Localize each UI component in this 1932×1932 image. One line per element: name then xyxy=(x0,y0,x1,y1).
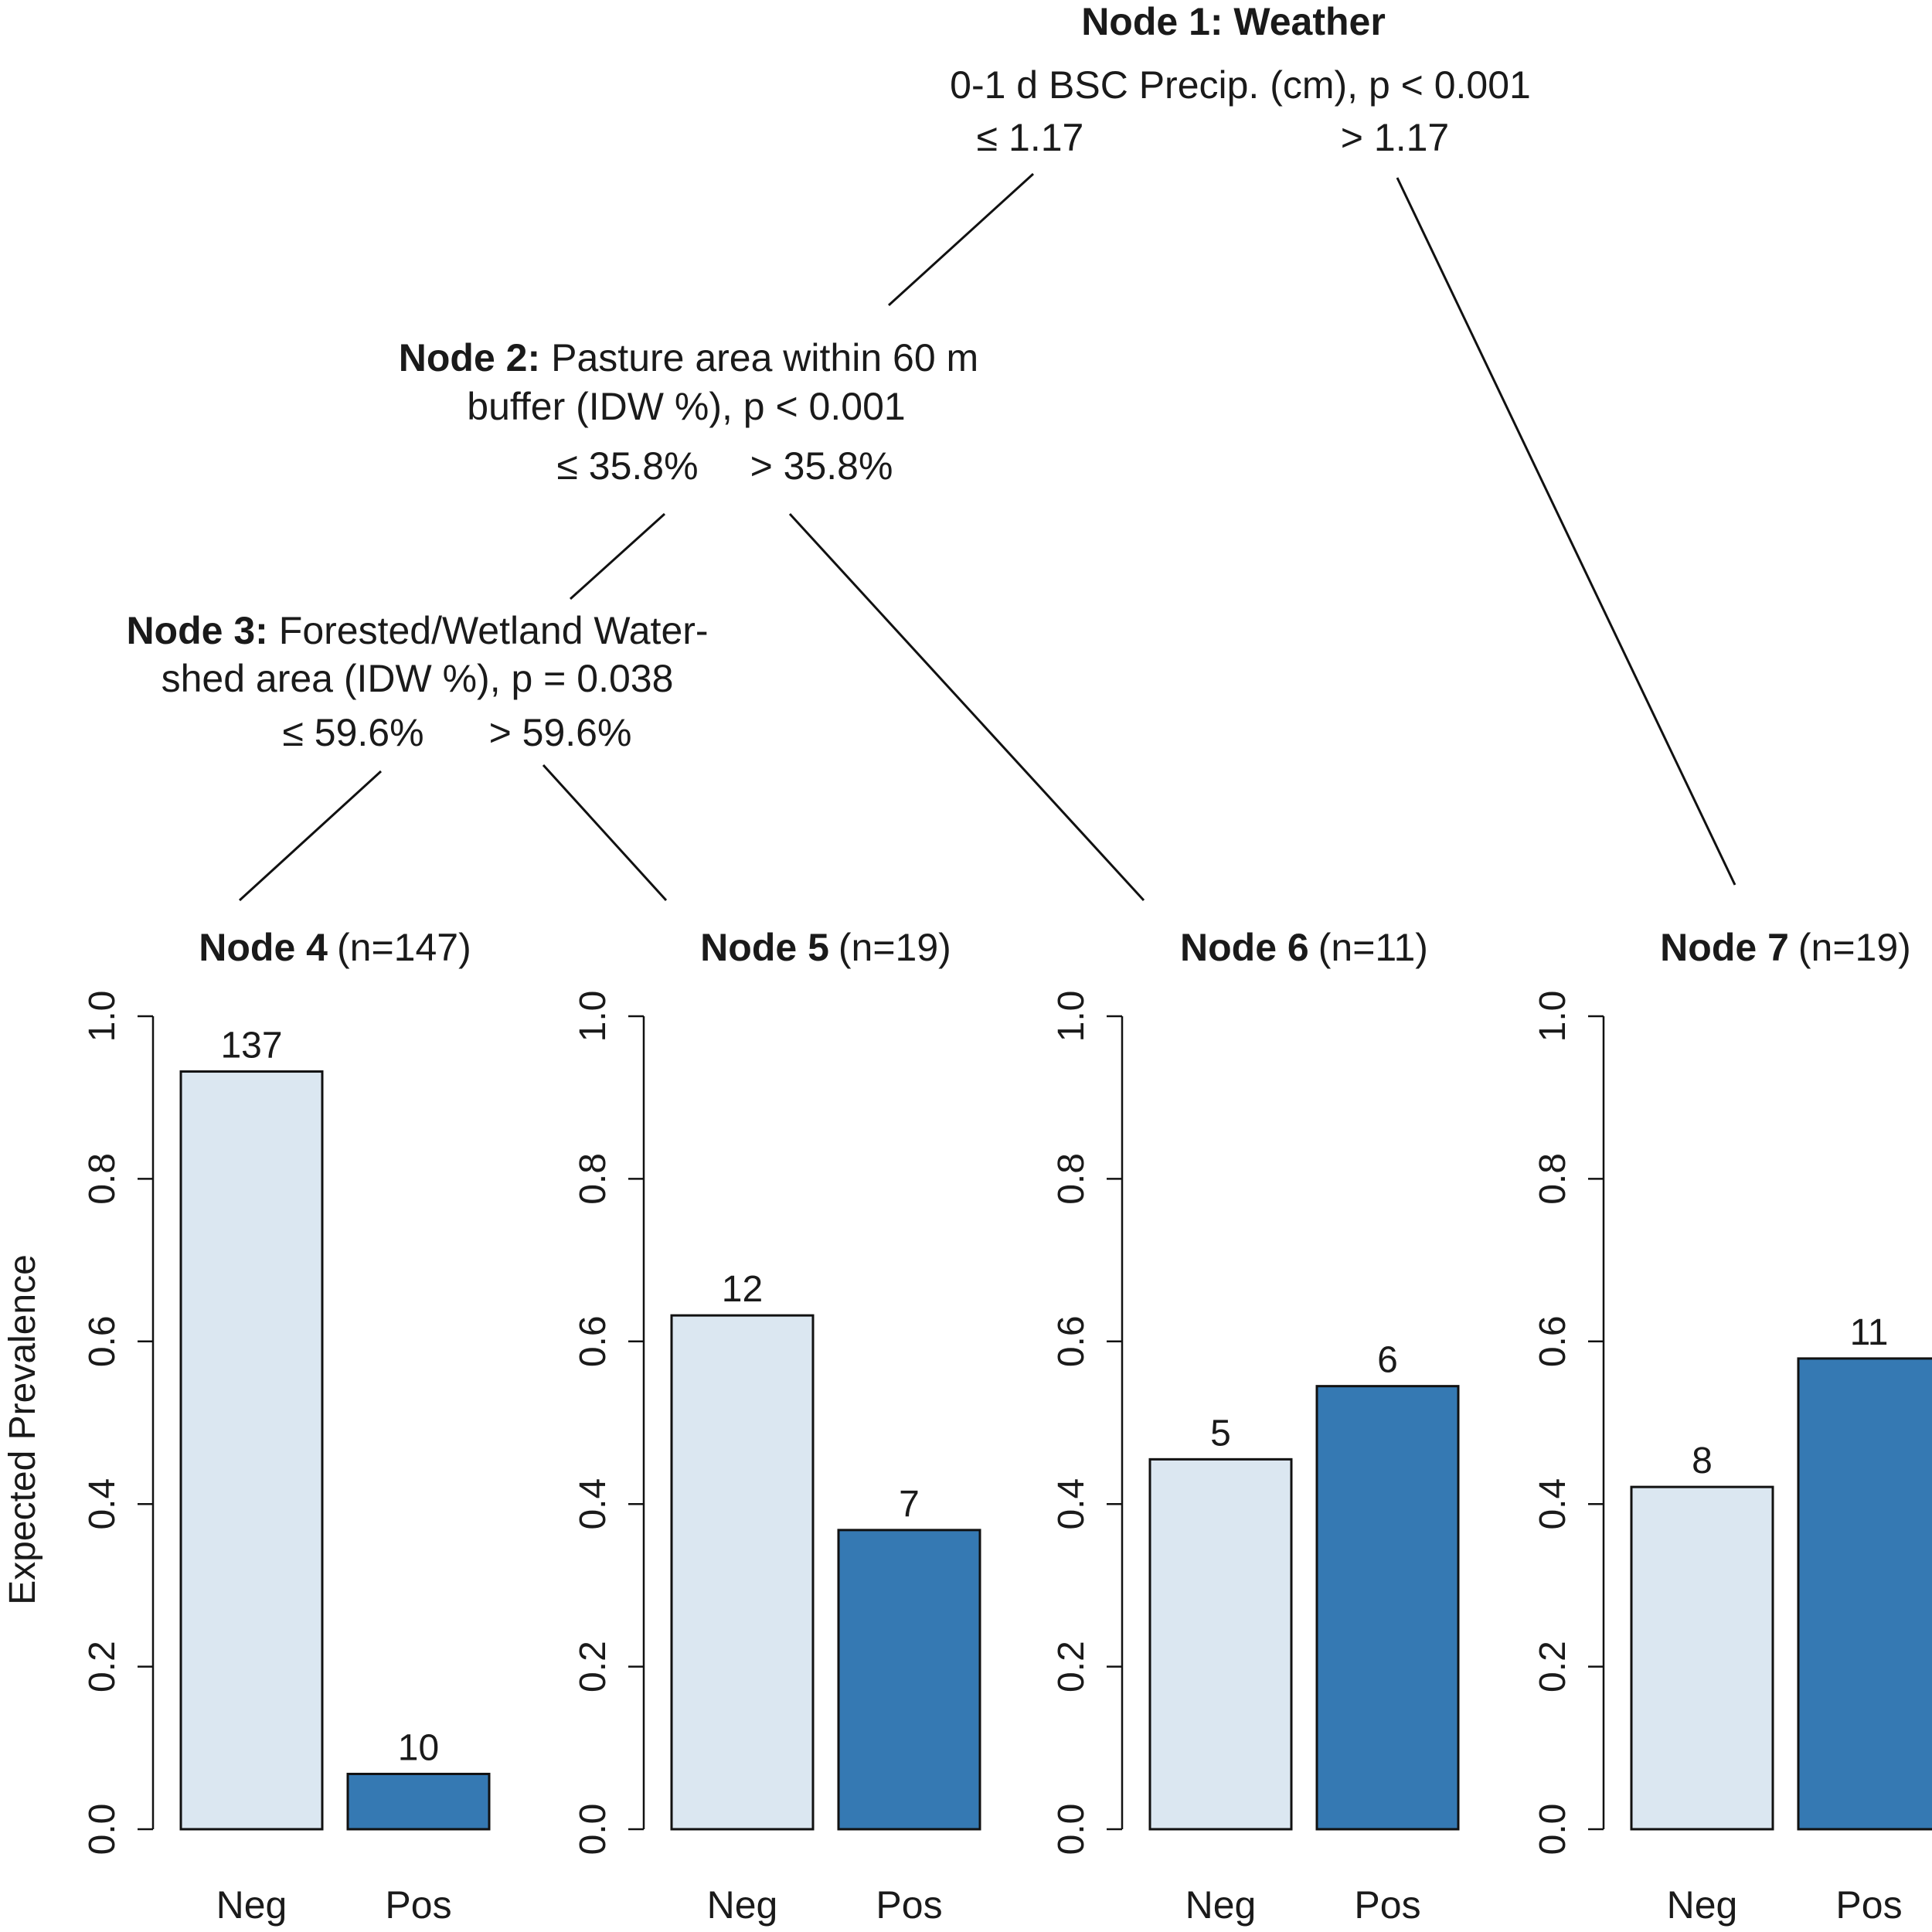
node2-line1: Pasture area within 60 m xyxy=(551,336,978,379)
edge-node2-node6 xyxy=(788,512,1145,902)
tree-node-2: Node 2: Pasture area within 60 m buffer (… xyxy=(399,336,978,488)
node3-line2: shed area (IDW %), p = 0.038 xyxy=(162,657,674,700)
bar-pos xyxy=(346,1772,491,1831)
node2-right-split: > 35.8% xyxy=(750,444,893,488)
panel-title-n: (n=19) xyxy=(1798,926,1911,969)
y-axis: 0.0 0.2 0.4 0.6 0.8 1.0 xyxy=(82,991,155,1855)
y-tick-label: 0.6 xyxy=(1051,1315,1092,1367)
y-tick-label: 0.8 xyxy=(1051,1153,1092,1205)
y-tick-label: 0.2 xyxy=(1532,1641,1573,1692)
leaf-panel-7: 0.0 0.2 0.4 0.6 0.8 1.0 Node 7 (n=19) 8 Neg 11 Pos xyxy=(1532,926,1932,1927)
y-axis: 0.0 0.2 0.4 0.6 0.8 1.0 xyxy=(1532,991,1605,1855)
node1-title: Node 1: Weather xyxy=(1081,0,1386,43)
leaf-panel-5: 0.0 0.2 0.4 0.6 0.8 1.0 Node 5 (n=19) 12 Neg 7 Pos xyxy=(573,926,981,1927)
panel-title-n: (n=11) xyxy=(1318,926,1428,969)
node3-right-split: > 59.6% xyxy=(489,711,632,754)
panel-title: Node 5 (n=19) xyxy=(700,926,951,969)
y-tick-label: 0.4 xyxy=(1532,1478,1573,1530)
y-tick-label: 0.0 xyxy=(1051,1804,1092,1855)
panel-title-n: (n=147) xyxy=(337,926,471,969)
panel-title: Node 7 (n=19) xyxy=(1660,926,1911,969)
node1-variable: 0-1 d BSC Precip. (cm), p < 0.001 xyxy=(950,63,1531,107)
y-tick-label: 0.2 xyxy=(82,1641,123,1692)
y-tick-label: 0.6 xyxy=(82,1315,123,1367)
y-axis: 0.0 0.2 0.4 0.6 0.8 1.0 xyxy=(1051,991,1124,1855)
leaf-node-panels: 0.0 0.2 0.4 0.6 0.8 1.0 Node 4 (n=147) 137 Neg 10 P… xyxy=(82,926,1932,1927)
y-tick-label: 0.8 xyxy=(573,1153,614,1205)
y-tick-label: 0.0 xyxy=(573,1804,614,1855)
x-category-label: Pos xyxy=(1835,1883,1902,1927)
node2-line2: buffer (IDW %), p < 0.001 xyxy=(467,385,905,428)
panel-title-node: Node 5 xyxy=(700,926,829,969)
bar-count-label: 12 xyxy=(722,1269,763,1310)
node2-left-split: ≤ 35.8% xyxy=(556,444,698,488)
node3-line1: Forested/Wetland Water- xyxy=(279,609,709,652)
bar-pos xyxy=(1797,1357,1932,1831)
bar-count-label: 137 xyxy=(220,1026,282,1066)
node2-title: Node 2: xyxy=(399,336,540,379)
x-category-label: Neg xyxy=(216,1883,287,1927)
tree-node-3: Node 3: Forested/Wetland Water- shed area… xyxy=(126,609,708,754)
edge-node3-node5 xyxy=(542,764,668,902)
y-tick-label: 0.0 xyxy=(82,1804,123,1855)
x-category-label: Neg xyxy=(1667,1883,1738,1927)
y-tick-label: 0.8 xyxy=(82,1153,123,1205)
panel-title-n: (n=19) xyxy=(838,926,951,969)
bar-pos xyxy=(837,1529,981,1831)
y-tick-label: 0.2 xyxy=(1051,1641,1092,1692)
x-category-label: Neg xyxy=(1185,1883,1257,1927)
panel-title-node: Node 7 xyxy=(1660,926,1789,969)
edge-node2-node3 xyxy=(569,512,666,600)
edge-node1-node7 xyxy=(1396,177,1736,886)
tree-node-1: Node 1: Weather 0-1 d BSC Precip. (cm), … xyxy=(950,0,1531,159)
panel-title-node: Node 6 xyxy=(1180,926,1309,969)
y-tick-label: 0.6 xyxy=(573,1315,614,1367)
node1-right-split: > 1.17 xyxy=(1341,116,1449,159)
x-category-label: Pos xyxy=(1354,1883,1420,1927)
tree-edges xyxy=(238,172,1736,902)
y-tick-label: 1.0 xyxy=(1051,991,1092,1043)
node3-left-split: ≤ 59.6% xyxy=(282,711,423,754)
y-axis: 0.0 0.2 0.4 0.6 0.8 1.0 xyxy=(573,991,645,1855)
y-tick-label: 0.4 xyxy=(573,1478,614,1530)
bar-count-label: 6 xyxy=(1377,1340,1398,1381)
y-tick-label: 1.0 xyxy=(1532,991,1573,1043)
leaf-panel-4: 0.0 0.2 0.4 0.6 0.8 1.0 Node 4 (n=147) 137 Neg 10 P… xyxy=(82,926,491,1927)
leaf-panel-6: 0.0 0.2 0.4 0.6 0.8 1.0 Node 6 (n=11) 5 Neg 6 Pos xyxy=(1051,926,1460,1927)
y-tick-label: 0.4 xyxy=(1051,1478,1092,1530)
panel-title-node: Node 4 xyxy=(199,926,328,969)
bar-count-label: 5 xyxy=(1210,1413,1231,1454)
y-tick-label: 0.0 xyxy=(1532,1804,1573,1855)
y-tick-label: 0.6 xyxy=(1532,1315,1573,1367)
y-tick-label: 1.0 xyxy=(82,991,123,1043)
panel-title: Node 6 (n=11) xyxy=(1180,926,1428,969)
panel-title: Node 4 (n=147) xyxy=(199,926,471,969)
y-tick-label: 0.8 xyxy=(1532,1153,1573,1205)
node2-heading: Node 2: Pasture area within 60 m xyxy=(399,336,978,379)
bar-neg xyxy=(670,1314,815,1831)
y-tick-label: 0.2 xyxy=(573,1641,614,1692)
x-category-label: Pos xyxy=(876,1883,942,1927)
bar-pos xyxy=(1315,1385,1460,1831)
node3-title: Node 3: xyxy=(126,609,267,652)
edge-node1-node2 xyxy=(887,172,1035,307)
y-tick-label: 1.0 xyxy=(573,991,614,1043)
node3-heading: Node 3: Forested/Wetland Water- xyxy=(126,609,708,652)
bar-neg xyxy=(1148,1458,1293,1831)
bar-count-label: 7 xyxy=(899,1484,920,1525)
bar-neg xyxy=(179,1070,324,1831)
bar-count-label: 10 xyxy=(398,1727,439,1768)
edge-node3-node4 xyxy=(238,770,383,902)
bar-neg xyxy=(1630,1485,1774,1831)
bar-count-label: 11 xyxy=(1850,1312,1889,1353)
y-axis-label: Expected Prevalence xyxy=(2,1254,43,1605)
node1-left-split: ≤ 1.17 xyxy=(977,116,1084,159)
x-category-label: Neg xyxy=(707,1883,778,1927)
x-category-label: Pos xyxy=(385,1883,451,1927)
y-tick-label: 0.4 xyxy=(82,1478,123,1530)
bar-count-label: 8 xyxy=(1692,1440,1713,1481)
